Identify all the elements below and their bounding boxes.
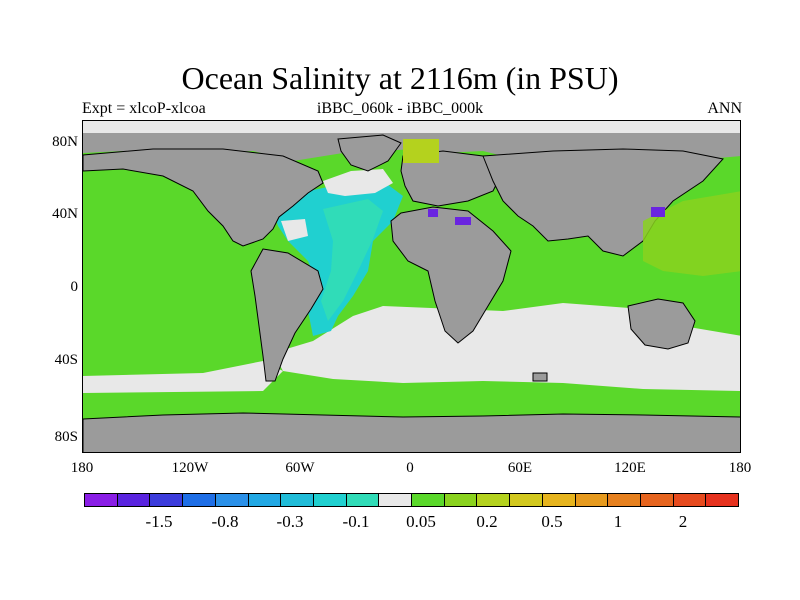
lon-label-120w: 120W <box>171 460 209 476</box>
colorbar-swatch-18 <box>673 494 707 506</box>
colorbar-label-6: 0.2 <box>476 512 498 531</box>
salinity-map <box>82 120 741 453</box>
colorbar-label-2: -0.8 <box>211 512 239 531</box>
season-label: ANN <box>707 100 742 117</box>
colorbar-label-1: -1.5 <box>145 512 173 531</box>
lat-label-80s: 80S <box>54 429 78 445</box>
colorbar-swatch-15 <box>575 494 609 506</box>
europe <box>400 150 504 207</box>
lat-label-40s: 40S <box>54 352 78 368</box>
south-pacific-neutral <box>83 361 283 393</box>
lon-label-60e: 60E <box>507 460 533 476</box>
colorbar-swatch-16 <box>608 494 641 506</box>
colorbar-swatch-12 <box>477 494 511 506</box>
gulf-neutral <box>281 219 308 241</box>
lon-label-180w: 180 <box>70 460 94 476</box>
colorbar-label-8: 1 <box>613 512 623 531</box>
australia <box>627 298 696 350</box>
comparison-label: iBBC_060k - iBBC_000k <box>316 100 484 117</box>
arctic-positive <box>403 139 439 163</box>
colorbar-swatch-9 <box>379 494 413 506</box>
colorbar-swatch-13 <box>510 494 543 506</box>
colorbar-swatch-7 <box>313 494 347 506</box>
colorbar-swatch-10 <box>412 494 445 506</box>
lon-label-60w: 60W <box>285 460 315 476</box>
colorbar-swatch-6 <box>281 494 314 506</box>
colorbar-label-4: -0.1 <box>342 512 370 531</box>
colorbar-label-3: -0.3 <box>276 512 304 531</box>
colorbar-swatch-19 <box>706 494 739 506</box>
lat-label-0: 0 <box>70 279 79 295</box>
southern-indian-neutral <box>273 303 740 391</box>
colorbar-swatch-17 <box>640 494 674 506</box>
lon-label-120e: 120E <box>614 460 646 476</box>
west-pacific-positive <box>643 191 740 276</box>
colorbar-label-5: 0.05 <box>406 512 436 531</box>
colorbar-swatch-8 <box>346 494 380 506</box>
aegean-negative <box>455 217 471 225</box>
north-atlantic-neutral <box>323 169 393 196</box>
lat-label-40n: 40N <box>52 206 78 222</box>
colorbar-swatch-11 <box>444 494 478 506</box>
south-atlantic-island <box>532 372 548 382</box>
japan-sea-negative <box>651 207 665 217</box>
plot-title: Ocean Salinity at 2116m (in PSU) <box>181 60 619 96</box>
greenland <box>337 134 402 172</box>
lon-label-180e: 180 <box>728 460 752 476</box>
lat-label-80n: 80N <box>52 134 78 150</box>
south-america <box>250 248 324 382</box>
colorbar-label-7: 0.5 <box>541 512 563 531</box>
north-america <box>83 148 324 247</box>
colorbar-label-9: 2 <box>678 512 688 531</box>
antarctica <box>83 412 740 452</box>
colorbar-swatch-4 <box>215 494 249 506</box>
atlantic-teal <box>321 199 383 321</box>
arctic-neutral <box>83 121 740 133</box>
colorbar-swatch-2 <box>150 494 184 506</box>
colorbar-swatch-14 <box>542 494 576 506</box>
experiment-label: Expt = xlcoP-xlcoa <box>82 100 206 117</box>
colorbar-swatch-3 <box>183 494 216 506</box>
colorbar <box>84 493 739 507</box>
mediterranean-negative <box>428 209 438 217</box>
lon-label-0: 0 <box>406 460 414 476</box>
colorbar-swatch-0 <box>85 494 118 506</box>
colorbar-swatch-1 <box>117 494 151 506</box>
asia <box>482 148 724 257</box>
colorbar-swatch-5 <box>248 494 282 506</box>
africa <box>390 206 512 344</box>
